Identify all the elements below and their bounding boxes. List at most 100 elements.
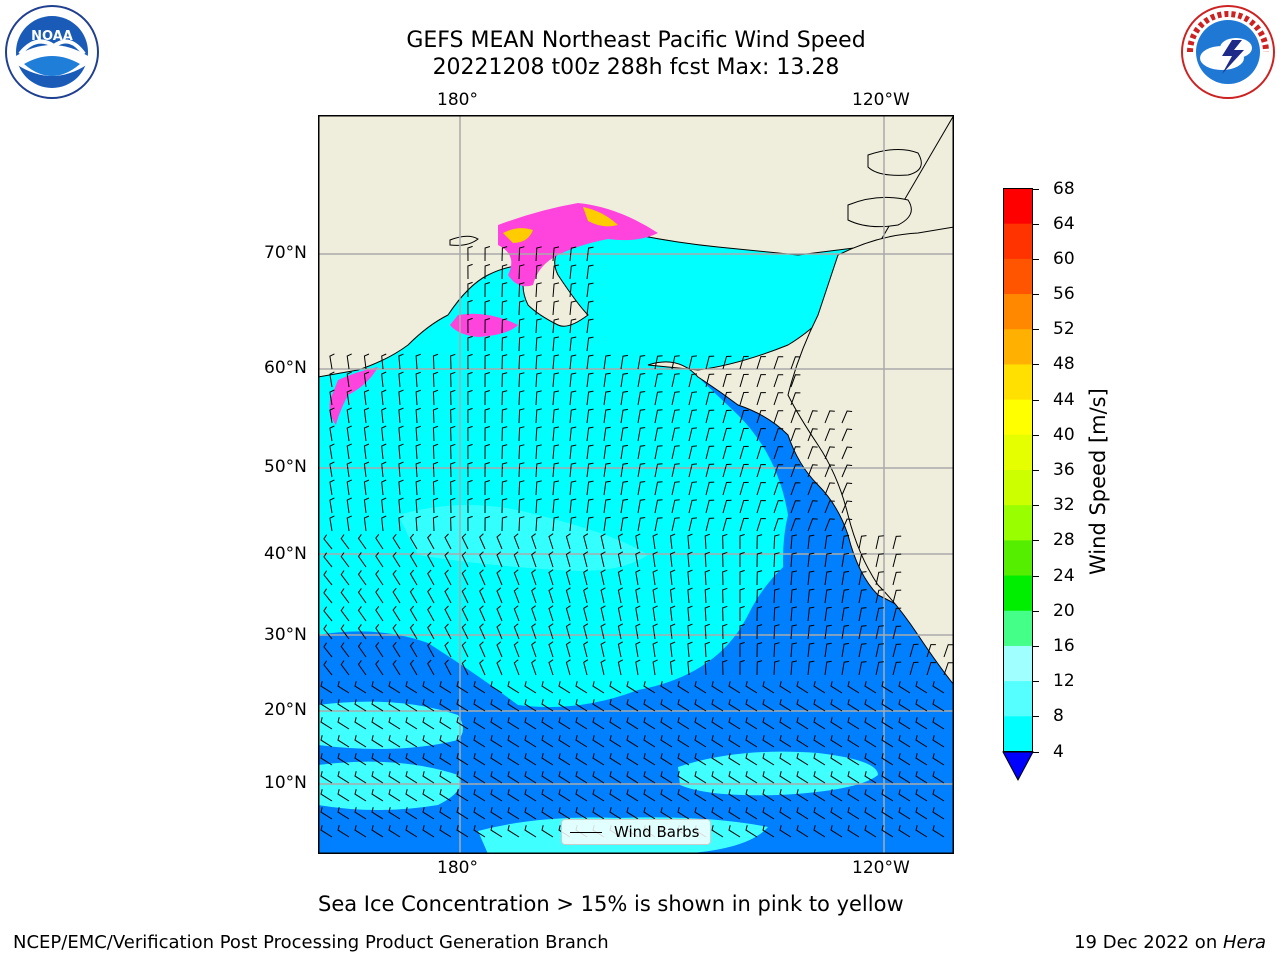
wind-barb: [722, 587, 728, 604]
colorbar-tick-mark: [1033, 575, 1039, 577]
wind-barb: [450, 443, 456, 460]
wind-barb: [858, 607, 867, 622]
wind-barb: [432, 461, 439, 478]
wind-barb: [881, 681, 894, 694]
wind-barb: [565, 605, 571, 622]
wind-barb: [773, 428, 784, 442]
wind-barb: [320, 681, 333, 694]
wind-barb: [620, 516, 629, 532]
wind-barb: [790, 356, 801, 370]
wind-barb: [575, 735, 588, 748]
colorbar-tick-label: 68: [1053, 178, 1075, 199]
wind-barb: [398, 443, 404, 460]
wind-barb: [524, 681, 537, 694]
wind-barb: [405, 807, 418, 820]
wind-barb: [484, 498, 491, 514]
wind-barb: [773, 624, 780, 640]
wind-barb: [552, 354, 560, 370]
wind-barb: [467, 371, 473, 388]
wind-barb: [728, 807, 741, 820]
wind-barb: [677, 771, 690, 784]
wind-barb: [807, 482, 818, 496]
wind-barb: [688, 373, 698, 388]
wind-barb: [790, 410, 801, 424]
wind-barb: [329, 371, 335, 388]
wind-barb: [773, 518, 784, 532]
wind-barb: [357, 606, 367, 622]
wind-barb: [340, 642, 350, 658]
wind-barb: [790, 392, 801, 406]
wind-barb: [807, 534, 815, 550]
wind-barb: [450, 407, 456, 424]
colorbar-tick-label: 60: [1053, 248, 1075, 269]
wind-barb: [371, 789, 384, 802]
wind-barb: [490, 681, 503, 694]
wind-barb: [461, 659, 469, 676]
wind-barb: [626, 717, 639, 730]
wind-barb: [722, 463, 732, 478]
wind-barb: [558, 807, 571, 820]
wind-barb: [518, 390, 525, 406]
wind-barb: [381, 461, 387, 478]
wind-barb: [796, 807, 809, 820]
wind-barb: [688, 409, 698, 424]
wind-barb: [381, 497, 387, 514]
wind-barb: [392, 569, 401, 586]
wind-barb: [600, 587, 606, 604]
wind-barb: [467, 353, 473, 370]
wind-barb: [354, 753, 367, 766]
wind-barb: [773, 660, 780, 676]
wind-barb: [688, 517, 698, 532]
wind-barb: [756, 356, 766, 370]
wind-barb: [501, 516, 508, 532]
wind-barb: [773, 392, 784, 406]
wind-barb: [422, 735, 435, 748]
wind-barb: [422, 681, 435, 694]
wind-barb: [773, 570, 780, 586]
wind-barb: [432, 353, 439, 370]
wind-barb: [444, 551, 452, 568]
wind-barb: [467, 281, 473, 298]
wind-barb: [541, 699, 554, 712]
wind-barb: [739, 533, 745, 549]
wind-barb: [779, 771, 792, 784]
wind-barb: [541, 825, 554, 838]
wind-barb: [635, 623, 641, 640]
wind-barb: [756, 374, 766, 388]
wind-barb: [337, 717, 350, 730]
wind-barb: [320, 807, 333, 820]
wind-barb: [864, 807, 877, 820]
wind-barb: [450, 425, 456, 442]
wind-barb: [875, 607, 884, 622]
wind-barb: [518, 354, 525, 370]
wind-barb: [824, 642, 832, 658]
wind-barb: [569, 462, 577, 478]
wind-barb: [637, 427, 646, 442]
wind-barb: [600, 533, 606, 550]
wind-barb: [329, 353, 335, 370]
wind-barb: [762, 753, 775, 766]
wind-barb: [569, 264, 577, 280]
wind-barb: [323, 552, 333, 568]
wind-barb: [739, 551, 745, 567]
wind-barb: [479, 659, 486, 676]
wind-barb: [745, 735, 758, 748]
wind-barb: [847, 789, 860, 802]
wind-barb: [320, 753, 333, 766]
wind-barbs: [320, 245, 954, 838]
wind-barb: [586, 246, 594, 262]
wind-12-16-band-1: [318, 701, 463, 749]
wind-barb: [363, 353, 370, 370]
footer-host: Hera: [1222, 932, 1266, 953]
wind-barb: [705, 409, 715, 424]
wind-barb: [626, 753, 639, 766]
wind-barb: [722, 445, 732, 460]
wind-barb: [773, 446, 784, 460]
wind-barb: [660, 807, 673, 820]
wind-barb: [473, 753, 486, 766]
wind-barb: [323, 534, 333, 550]
wind-barb: [354, 681, 367, 694]
wind-barb: [415, 353, 421, 370]
wind-barb: [535, 444, 542, 460]
wind-barb: [467, 335, 473, 352]
